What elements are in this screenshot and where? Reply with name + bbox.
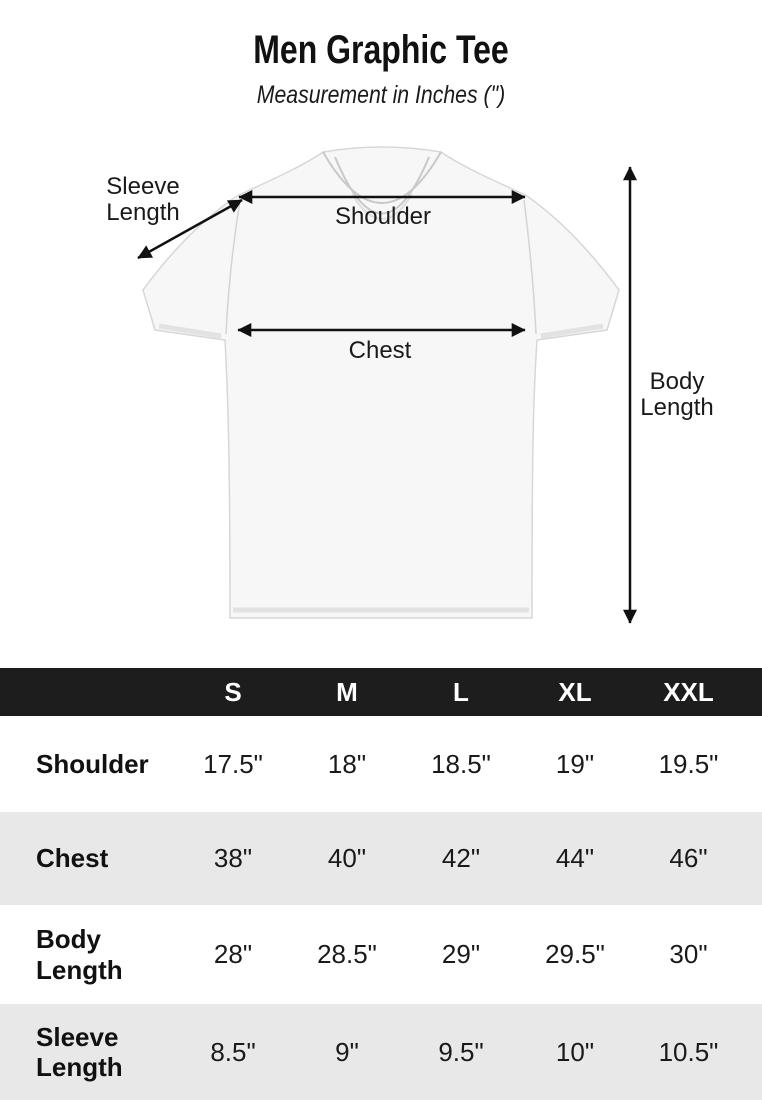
sleeve-length-value-xxl: 10.5" [658, 1036, 719, 1067]
body-length-value-xl: 29.5" [545, 939, 605, 969]
size-header-l: L [404, 668, 518, 716]
sleeve-length-label-line1: Sleeve [106, 173, 179, 200]
row-spacer [745, 812, 762, 905]
row-spacer [745, 905, 762, 1004]
table-row-sleeve-length: Sleeve Length 8.5" 9" 9.5" 10" 10.5" [0, 1004, 762, 1100]
row-label-sleeve-length: Sleeve Length [36, 1021, 123, 1082]
shoulder-value-m: 18" [327, 748, 367, 779]
sleeve-length-value-m: 9" [335, 1036, 359, 1067]
chest-value-l: 42" [441, 843, 481, 873]
body-length-label-line1: Body [650, 368, 705, 395]
tshirt-graphic [142, 146, 620, 619]
size-header-s: S [176, 668, 290, 716]
body-length-value-s: 28" [213, 939, 253, 969]
row-label-shoulder: Shoulder [36, 748, 149, 779]
chest-value-m: 40" [327, 843, 367, 873]
shoulder-value-xl: 19" [555, 748, 595, 779]
sleeve-length-label-line2: Length [106, 199, 179, 226]
size-header-m: M [290, 668, 404, 716]
row-spacer [745, 716, 762, 812]
shoulder-label: Shoulder [335, 203, 431, 230]
size-header-xl: XL [518, 668, 632, 716]
chest-value-s: 38" [213, 843, 253, 873]
page-subtitle: Measurement in Inches (") [256, 81, 506, 109]
row-spacer [745, 1004, 762, 1100]
shoulder-value-xxl: 19.5" [658, 748, 719, 779]
body-length-value-l: 29" [441, 939, 481, 969]
row-label-body-length: Body Length [36, 924, 123, 985]
shoulder-value-s: 17.5" [203, 748, 263, 779]
sleeve-length-value-s: 8.5" [210, 1036, 256, 1067]
sleeve-length-value-xl: 10" [555, 1036, 595, 1067]
chest-value-xxl: 46" [669, 843, 708, 873]
table-row-chest: Chest 38" 40" 42" 44" 46" [0, 812, 762, 905]
size-chart-table: S M L XL XXL Shoulder 17.5" 18" 18.5" 19… [0, 668, 762, 1100]
size-header-empty-cell [0, 668, 176, 716]
chest-label: Chest [349, 337, 412, 364]
chest-value-xl: 44" [555, 843, 595, 873]
table-row-body-length: Body Length 28" 28.5" 29" 29.5" 30" [0, 905, 762, 1004]
shoulder-value-l: 18.5" [431, 748, 491, 779]
row-label-chest: Chest [36, 843, 109, 874]
body-length-label-line2: Length [640, 394, 713, 421]
size-header-spacer [745, 668, 762, 716]
size-header-xxl: XXL [632, 668, 745, 716]
tshirt-measurement-diagram: Sleeve Length Shoulder Chest Body Length [106, 146, 714, 624]
size-header-row: S M L XL XXL [0, 668, 762, 716]
page-title: Men Graphic Tee [253, 28, 509, 72]
body-length-value-m: 28.5" [317, 939, 377, 969]
body-length-value-xxl: 30" [669, 939, 708, 969]
sleeve-length-value-l: 9.5" [438, 1036, 484, 1067]
sleeve-length-arrow-icon [137, 198, 243, 260]
table-row-shoulder: Shoulder 17.5" 18" 18.5" 19" 19.5" [0, 716, 762, 812]
